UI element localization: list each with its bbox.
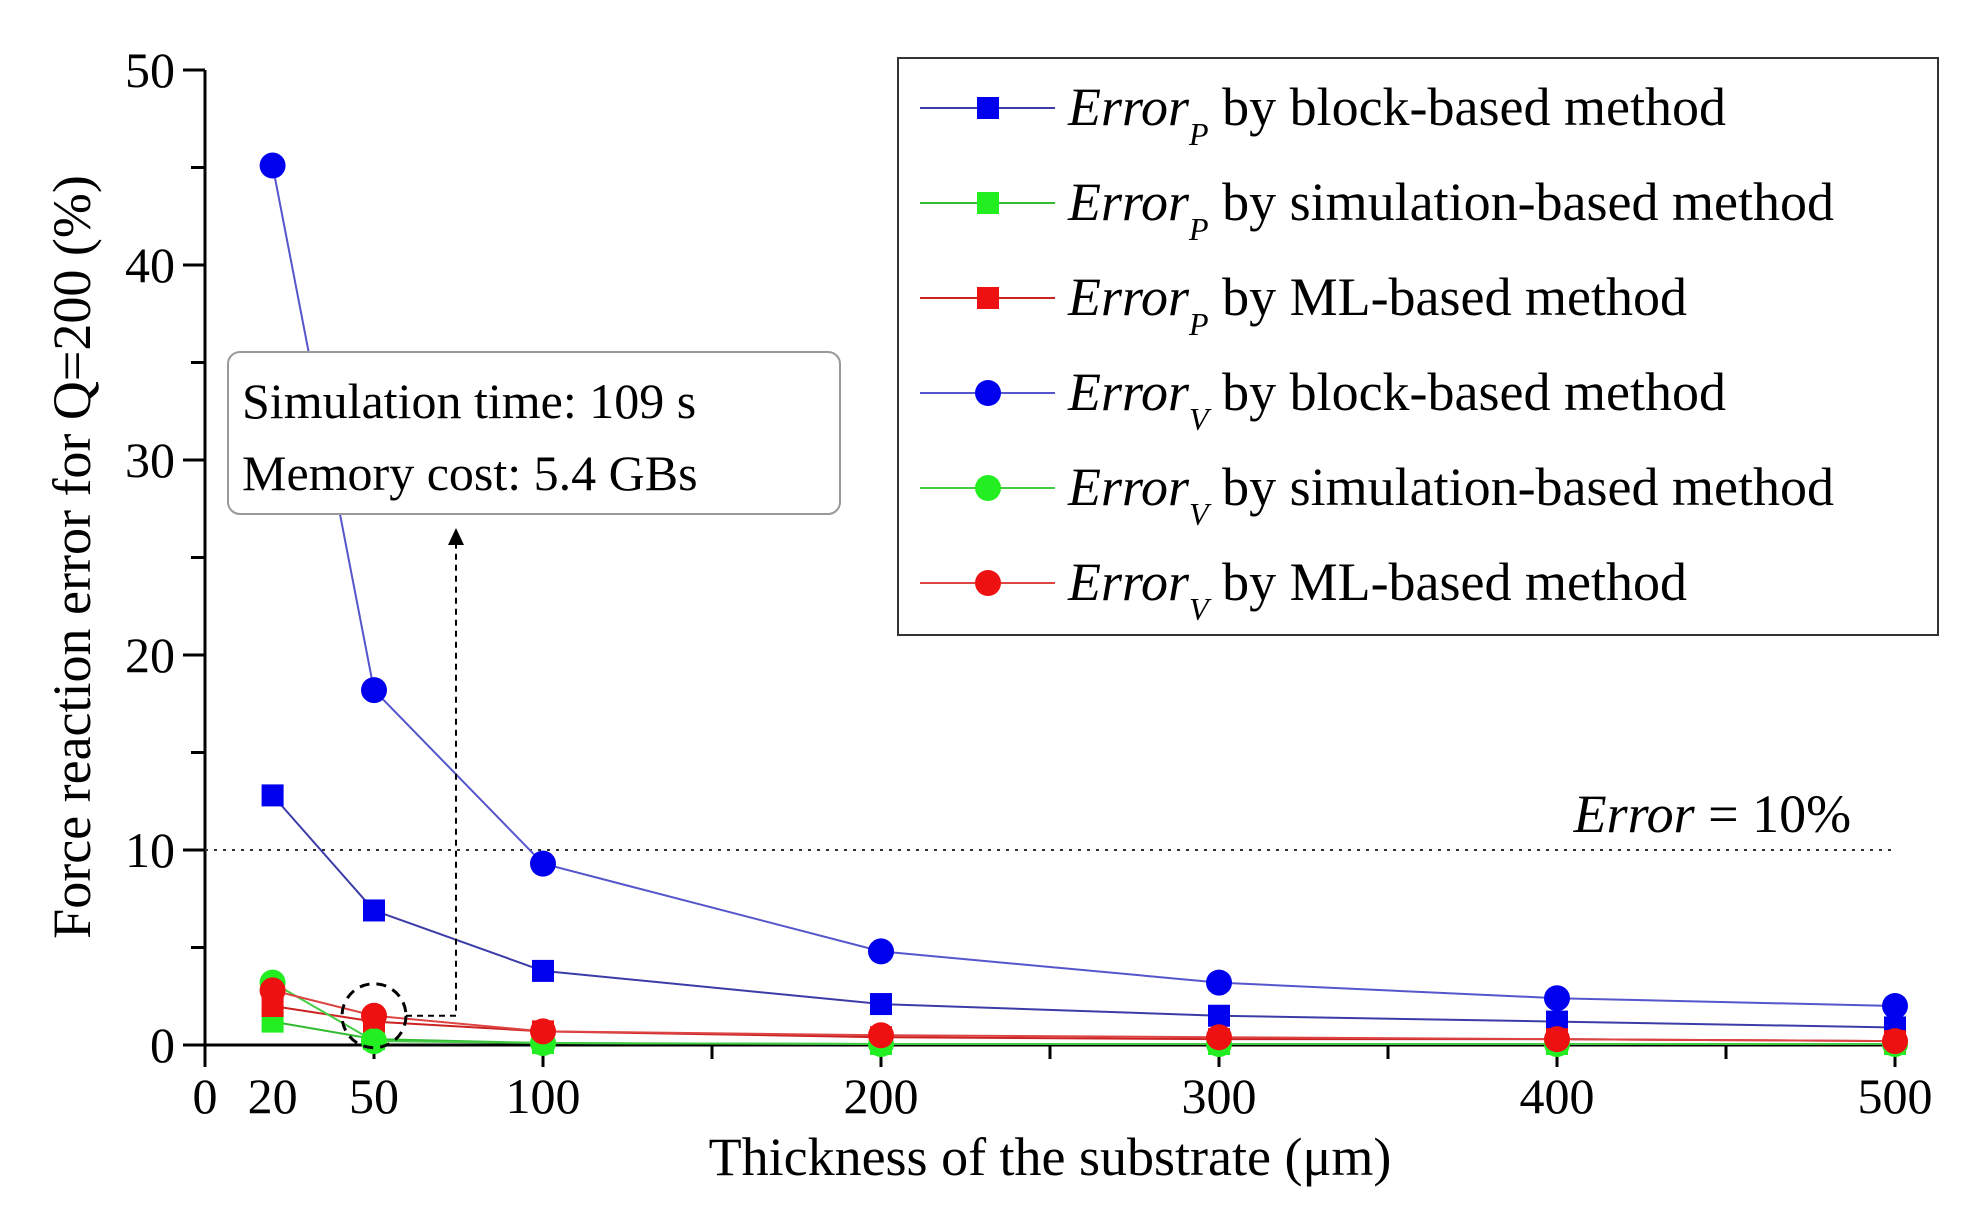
legend-label-suffix: by simulation-based method [1209, 457, 1834, 517]
legend-label-prefix: Error [1067, 552, 1190, 612]
x-tick-label: 20 [248, 1068, 298, 1124]
legend-label-subscript: P [1188, 116, 1209, 152]
legend-label-prefix: Error [1067, 77, 1190, 137]
series-1-point [261, 784, 284, 807]
series-1-point [870, 993, 892, 1016]
legend-label-subscript: P [1188, 306, 1209, 342]
y-tick-label: 40 [125, 237, 175, 293]
series-6-point [1206, 1024, 1232, 1051]
legend-swatch-marker [977, 192, 999, 214]
legend-label-suffix: by ML-based method [1209, 267, 1687, 327]
x-ticks: 0 20 50 100 200 300 400 500 [193, 1045, 1933, 1124]
x-tick-label: 100 [506, 1068, 581, 1124]
annotation-arrow-line [406, 545, 457, 1017]
series-1-point [1546, 1010, 1568, 1033]
legend-label-subscript: V [1189, 496, 1212, 532]
x-tick-label: 0 [193, 1068, 218, 1124]
series-6-point [1882, 1028, 1908, 1055]
legend-swatch-marker [975, 570, 1001, 596]
series-line-5 [272, 981, 1895, 1046]
x-tick-label: 300 [1182, 1068, 1257, 1124]
series-line-6 [272, 989, 1896, 1043]
reference-line-label-suffix: = 10% [1695, 784, 1851, 844]
series-6-point [259, 977, 286, 1004]
series-1-point [1208, 1004, 1230, 1027]
legend-box [897, 57, 1939, 636]
series-4-point [868, 938, 894, 965]
series-4-point [1544, 985, 1570, 1012]
legend-label: ErrorP by simulation-based method [1067, 172, 1834, 247]
legend-swatch-marker [977, 287, 999, 309]
legend-item-1: ErrorP by block-based method [920, 77, 1726, 152]
legend-label-prefix: Error [1067, 362, 1190, 422]
y-ticks: 0 10 20 30 40 50 [125, 42, 205, 1073]
x-tick-label: 400 [1520, 1068, 1595, 1124]
legend-label-subscript: P [1188, 211, 1209, 247]
x-tick-label: 500 [1858, 1068, 1933, 1124]
legend-label: ErrorP by block-based method [1067, 77, 1726, 152]
legend-label: ErrorP by ML-based method [1067, 267, 1687, 342]
y-tick-label: 50 [125, 42, 175, 98]
series-4-point [259, 152, 286, 179]
legend-label-suffix: by simulation-based method [1209, 172, 1834, 232]
legend-label-prefix: Error [1067, 267, 1190, 327]
series-4-point [1206, 969, 1232, 996]
legend-item-6: ErrorV by ML-based method [920, 552, 1687, 627]
annotation-arrow-head [448, 528, 464, 545]
series-markers [259, 152, 1908, 1058]
legend-label-subscript: V [1189, 401, 1212, 437]
legend-swatch-marker [977, 97, 999, 119]
series-4-point [530, 850, 556, 877]
legend-label-prefix: Error [1067, 457, 1190, 517]
legend-item-3: ErrorP by ML-based method [920, 267, 1687, 342]
y-tick-label: 0 [150, 1017, 175, 1073]
annotation-line-1: Simulation time: 109 s [242, 373, 696, 429]
series-1-point [363, 899, 385, 922]
series-4-point [1882, 993, 1908, 1019]
annotation: Simulation time: 109 s Memory cost: 5.4 … [227, 351, 841, 1050]
y-axis-title: Force reaction error for Q=200 (%) [42, 175, 102, 939]
annotation-box [227, 351, 841, 515]
annotation-line-2: Memory cost: 5.4 GBs [242, 445, 698, 501]
legend-label-suffix: by ML-based method [1209, 552, 1687, 612]
y-tick-label: 20 [125, 627, 175, 683]
legend-item-2: ErrorP by simulation-based method [920, 172, 1834, 247]
y-tick-label: 30 [125, 432, 175, 488]
y-tick-label: 10 [125, 822, 175, 878]
series-6-point [868, 1022, 894, 1049]
legend-item-5: ErrorV by simulation-based method [920, 457, 1834, 532]
series-6-point [1544, 1026, 1570, 1053]
legend-item-4: ErrorV by block-based method [920, 362, 1726, 437]
legend-label-prefix: Error [1067, 172, 1190, 232]
reference-line-group: Error = 10% [205, 784, 1895, 851]
series-6-point [530, 1018, 556, 1045]
x-tick-label: 50 [349, 1068, 399, 1124]
reference-line-label-prefix: Error [1573, 784, 1696, 844]
series-1-point [532, 959, 554, 982]
legend-swatch-marker [975, 380, 1001, 406]
series-4-point [361, 677, 387, 704]
legend-label-suffix: by block-based method [1209, 362, 1726, 422]
series-5-point [361, 1028, 387, 1055]
reference-line-label: Error = 10% [1573, 784, 1851, 844]
legend-label: ErrorV by ML-based method [1067, 552, 1687, 627]
series-6-point [361, 1002, 387, 1029]
x-tick-label: 200 [844, 1068, 919, 1124]
legend-label-suffix: by block-based method [1209, 77, 1726, 137]
x-axis-title: Thickness of the substrate (μm) [709, 1127, 1392, 1187]
legend-label: ErrorV by simulation-based method [1067, 457, 1834, 532]
legend-swatch-marker [975, 475, 1001, 501]
series-group [259, 152, 1908, 1058]
legend-label: ErrorV by block-based method [1067, 362, 1726, 437]
legend-label-subscript: V [1189, 591, 1212, 627]
